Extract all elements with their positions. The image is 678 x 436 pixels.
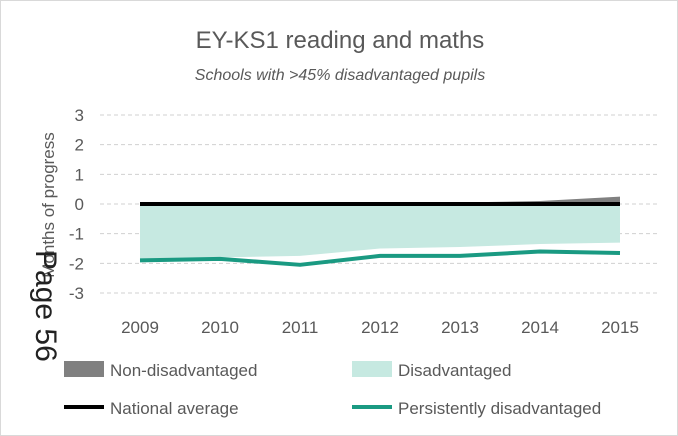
y-tick-label: -1	[69, 225, 84, 244]
line-persistently-disadvantaged	[139, 249, 621, 267]
legend-label-non-disadvantaged: Non-disadvantaged	[110, 361, 257, 380]
x-tick-label: 2013	[441, 318, 479, 337]
chart-subtitle: Schools with >45% disadvantaged pupils	[195, 67, 485, 84]
y-tick-label: -2	[69, 254, 84, 273]
x-tick-label: 2012	[361, 318, 399, 337]
y-tick-label: 2	[75, 136, 84, 155]
y-tick-label: -3	[69, 284, 84, 303]
area-disadvantaged	[140, 204, 620, 259]
y-tick-label: 3	[75, 106, 84, 125]
x-tick-labels: 2009 2010 2011 2012 2013 2014 2015	[121, 318, 639, 337]
legend-label-national-average: National average	[110, 399, 239, 418]
y-tick-labels: 3 2 1 0 -1 -2 -3	[69, 106, 84, 303]
x-tick-label: 2009	[121, 318, 159, 337]
x-tick-label: 2014	[521, 318, 559, 337]
line-series	[139, 202, 621, 267]
y-tick-label: 0	[75, 195, 84, 214]
x-tick-label: 2015	[601, 318, 639, 337]
legend-swatch-non-disadvantaged	[64, 361, 104, 377]
y-axis-label: Months of progress	[39, 132, 58, 278]
legend: Non-disadvantaged Disadvantaged National a…	[64, 361, 601, 418]
x-tick-label: 2010	[201, 318, 239, 337]
chart-title: EY-KS1 reading and maths	[196, 27, 485, 54]
x-tick-label: 2011	[282, 318, 319, 337]
page-number-overlay: Page 56	[29, 250, 62, 362]
legend-label-disadvantaged: Disadvantaged	[398, 361, 511, 380]
y-tick-label: 1	[75, 165, 84, 184]
legend-swatch-disadvantaged	[352, 361, 392, 377]
legend-label-persistently-disadvantaged: Persistently disadvantaged	[398, 399, 601, 418]
